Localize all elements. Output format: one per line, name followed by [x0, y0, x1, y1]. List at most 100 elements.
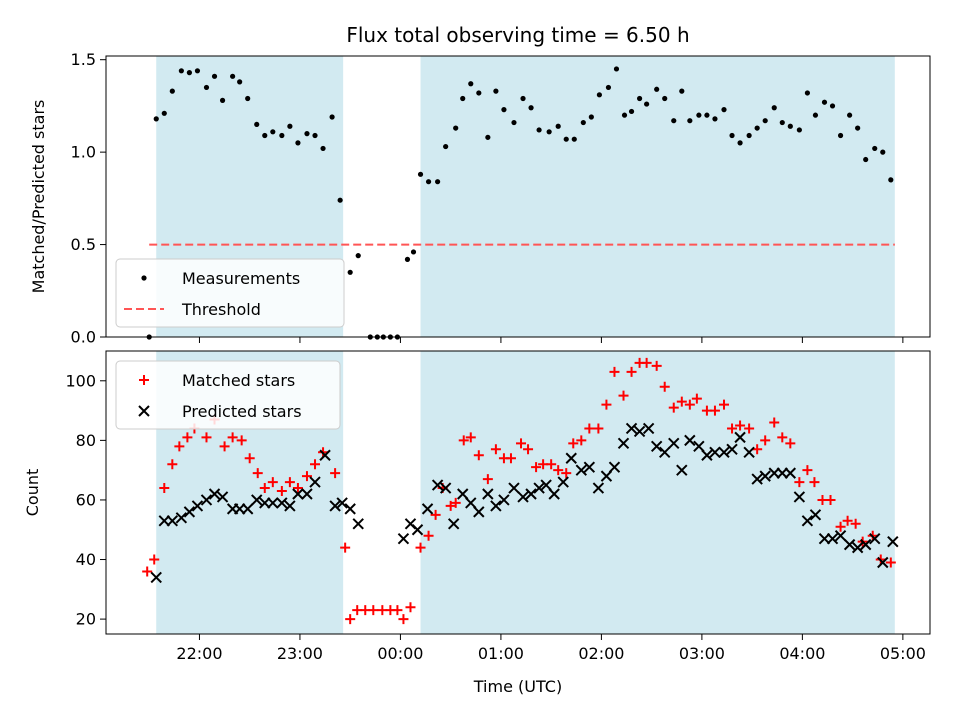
measurement-point	[613, 66, 620, 72]
predicted-stars-point	[759, 470, 771, 482]
measurement-point	[571, 136, 577, 142]
measurement-point	[410, 249, 417, 255]
predicted-stars-point	[533, 482, 545, 494]
measurement-point	[520, 95, 526, 102]
matched-stars-point	[149, 554, 160, 565]
measurement-point	[254, 121, 260, 128]
measurement-point	[337, 197, 343, 203]
measurement-point	[804, 90, 811, 96]
predicted-stars-point	[267, 497, 279, 509]
matched-stars-point	[227, 432, 238, 443]
measurement-point	[435, 179, 441, 185]
matched-stars-point	[659, 381, 670, 392]
measurement-point	[687, 118, 693, 124]
predicted-stars-point	[309, 476, 321, 488]
x-tick-label: 04:00	[779, 644, 825, 663]
matched-stars-point	[626, 366, 637, 377]
predicted-stars-point	[498, 494, 510, 506]
observing-interval-shade	[420, 56, 895, 337]
measurement-point	[304, 131, 310, 137]
matched-stars-point	[252, 468, 263, 479]
observing-interval-shade	[420, 351, 895, 634]
measurement-point	[347, 269, 353, 275]
measurement-point	[636, 95, 643, 102]
matched-stars-point	[584, 423, 595, 434]
measurement-point	[153, 116, 159, 122]
measurement-point	[528, 105, 534, 111]
matched-stars-point	[423, 530, 434, 541]
predicted-stars-point	[659, 446, 671, 458]
measurement-point	[696, 112, 702, 118]
measurement-point	[847, 112, 853, 118]
measurement-point	[270, 129, 276, 135]
predicted-stars-point	[709, 446, 721, 458]
matched-stars-point	[310, 459, 321, 470]
matched-stars-point	[174, 441, 185, 452]
matched-stars-point	[618, 390, 629, 401]
x-tick-label: 02:00	[578, 644, 624, 663]
measurement-point	[671, 118, 677, 124]
legend-label: Matched stars	[182, 371, 295, 390]
measurement-point	[312, 132, 318, 139]
matched-stars-point	[885, 557, 896, 568]
axes-frame	[105, 55, 931, 338]
measurement-point	[580, 119, 586, 126]
predicted-stars-point	[411, 524, 424, 536]
measurement-point	[453, 125, 459, 131]
predicted-stars-point	[336, 497, 348, 509]
predicted-stars-point	[329, 500, 341, 512]
matched-stars-point	[201, 432, 212, 443]
measurement-point	[621, 112, 628, 118]
measurement-point	[194, 68, 201, 74]
x-tick-label: 00:00	[377, 644, 423, 663]
matched-stars-point	[516, 438, 527, 449]
predicted-stars-point	[834, 529, 847, 542]
measurement-point	[536, 127, 542, 133]
predicted-stars-point	[557, 476, 569, 488]
measurement-point	[704, 112, 710, 118]
y-axis-label: Matched/Predicted stars	[29, 100, 48, 294]
predicted-stars-point	[208, 488, 221, 500]
predicted-stars-point	[583, 461, 596, 473]
measurement-point	[295, 140, 301, 146]
matched-stars-point	[167, 459, 178, 470]
measurement-point	[628, 108, 635, 115]
predicted-stars-point	[200, 494, 213, 506]
y-tick-label: 40	[76, 550, 96, 569]
matched-stars-point	[546, 459, 557, 470]
predicted-stars-point	[608, 461, 621, 473]
predicted-stars-point	[843, 538, 856, 551]
measurement-point	[245, 95, 251, 102]
measurement-point	[737, 140, 743, 146]
matched-stars-point	[259, 483, 270, 494]
matched-stars-point	[809, 477, 820, 488]
legend-marker-predicted-stars	[138, 405, 150, 417]
predicted-stars-point	[508, 482, 520, 494]
predicted-stars-point	[525, 488, 537, 500]
matched-stars-point	[159, 483, 170, 494]
legend-label: Predicted stars	[182, 402, 302, 421]
measurement-point	[837, 132, 844, 139]
x-tick-label: 03:00	[679, 644, 725, 663]
measurement-point	[746, 132, 752, 139]
y-tick-label: 1.0	[71, 143, 96, 162]
panel-bottom: 20 40 60 80 100 22:00 23:00 00:00 01:00 02:00 03:0…	[23, 350, 931, 663]
measurement-point	[779, 119, 785, 126]
measurement-point	[654, 86, 660, 92]
matched-stars-point	[719, 399, 729, 410]
matched-stars-point	[392, 605, 403, 616]
predicted-stars-point	[887, 535, 899, 548]
predicted-stars-point	[344, 503, 356, 515]
predicted-stars-point	[718, 446, 730, 458]
matched-stars-point	[744, 423, 755, 434]
y-tick-label: 80	[76, 431, 96, 450]
matched-stars-point	[405, 602, 416, 613]
matched-stars-point	[593, 423, 604, 434]
y-axis-label: Count	[23, 469, 42, 517]
matched-stars-point	[142, 566, 153, 577]
matched-stars-point	[691, 393, 702, 404]
matched-stars-point	[531, 462, 542, 473]
measurement-point	[605, 84, 612, 91]
matched-stars-point	[641, 357, 652, 368]
